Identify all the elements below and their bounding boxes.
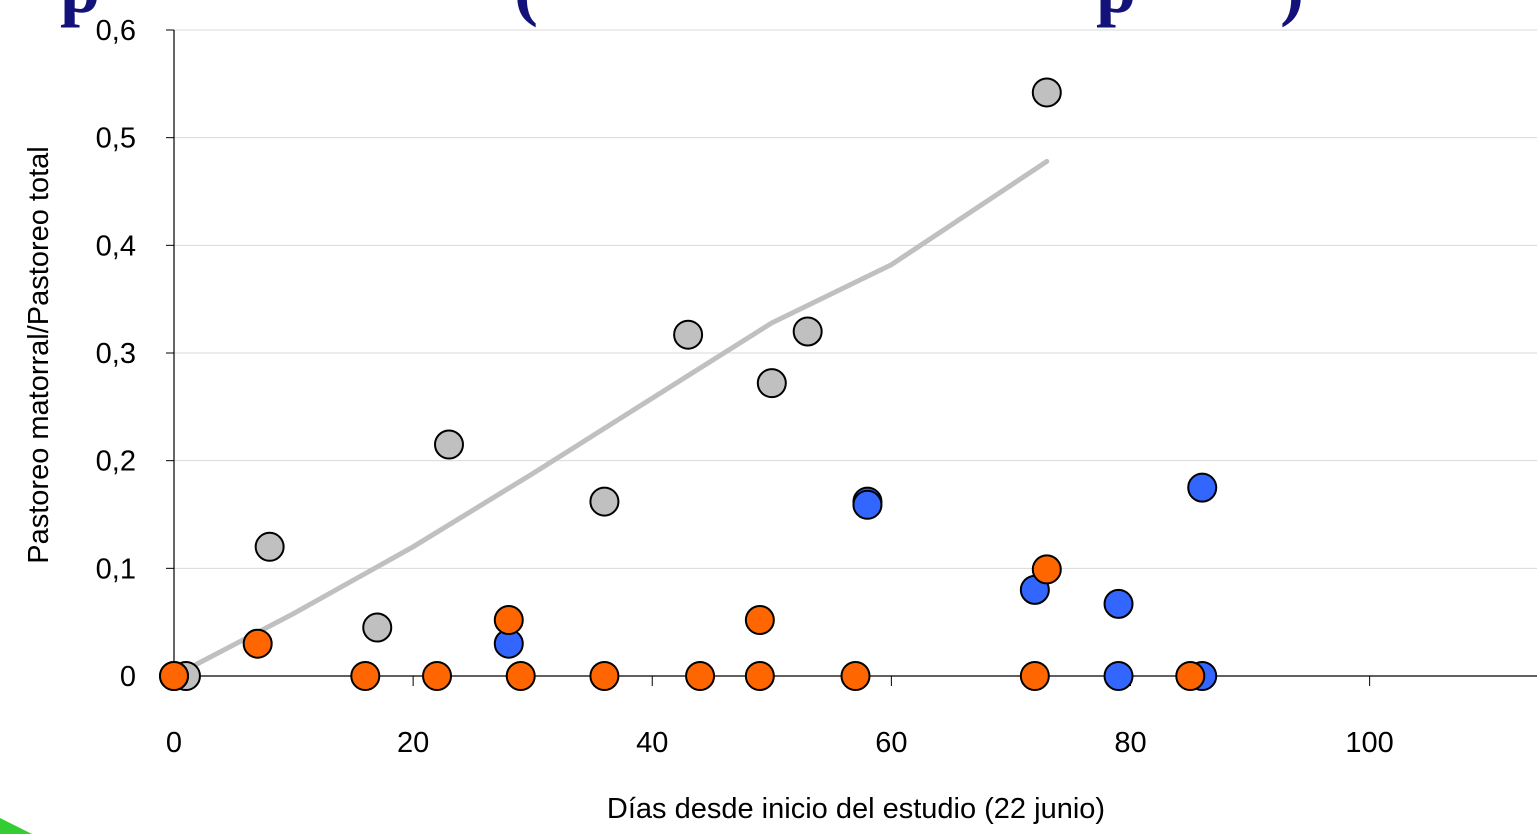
y-tick-label: 0,4 (96, 230, 136, 262)
data-point (744, 661, 775, 691)
data-point (1031, 554, 1062, 585)
green-corner-decoration (0, 818, 32, 834)
data-point (744, 605, 775, 636)
x-axis-title: Días desde inicio del estudio (22 junio) (607, 793, 1105, 825)
gridlines (174, 29, 1537, 569)
x-tick-label: 80 (1114, 727, 1146, 759)
data-point (756, 368, 787, 399)
x-tick-label: 40 (636, 727, 668, 759)
data-point (840, 661, 871, 691)
y-tick-label: 0,1 (96, 553, 136, 585)
y-tick-label: 0,6 (96, 15, 136, 47)
y-axis-title: Pastoreo matorral/Pastoreo total (23, 146, 55, 563)
x-tick-label: 20 (397, 727, 429, 759)
y-tick-label: 0 (120, 661, 136, 693)
x-tick-label: 0 (166, 727, 182, 759)
data-point (422, 661, 453, 691)
data-points (159, 77, 1218, 691)
x-tick-label: 100 (1345, 727, 1393, 759)
trendline (171, 158, 1050, 679)
data-point (792, 316, 823, 347)
data-point (362, 612, 393, 643)
y-tick-label: 0,3 (96, 338, 136, 370)
data-point (589, 486, 620, 517)
data-point (673, 319, 704, 350)
trendline-group (171, 158, 1050, 679)
series-3 (159, 554, 1206, 691)
y-tick-label: 0,2 (96, 446, 136, 478)
y-tick-label: 0,5 (96, 123, 136, 155)
slide-title-fragment: p ( p ) (60, 0, 1304, 28)
series-1 (170, 77, 1062, 691)
data-point (1103, 588, 1134, 619)
data-point (433, 429, 464, 460)
data-point (350, 661, 381, 691)
data-point (254, 531, 285, 562)
data-point (1019, 661, 1050, 691)
data-point (159, 661, 189, 691)
data-point (589, 661, 620, 691)
data-point (493, 605, 524, 636)
data-point (852, 489, 883, 520)
data-point (1187, 472, 1218, 503)
data-point (685, 661, 716, 691)
x-tick-label: 60 (875, 727, 907, 759)
series-2 (159, 472, 1218, 691)
data-point (1031, 77, 1062, 108)
data-point (1175, 661, 1206, 691)
data-point (1103, 661, 1134, 691)
data-point (242, 628, 273, 659)
data-point (505, 661, 536, 691)
axes: 0 0,1 0,2 0,3 0,4 0,5 0,6 0 20 40 60 80 100 (96, 15, 1537, 759)
